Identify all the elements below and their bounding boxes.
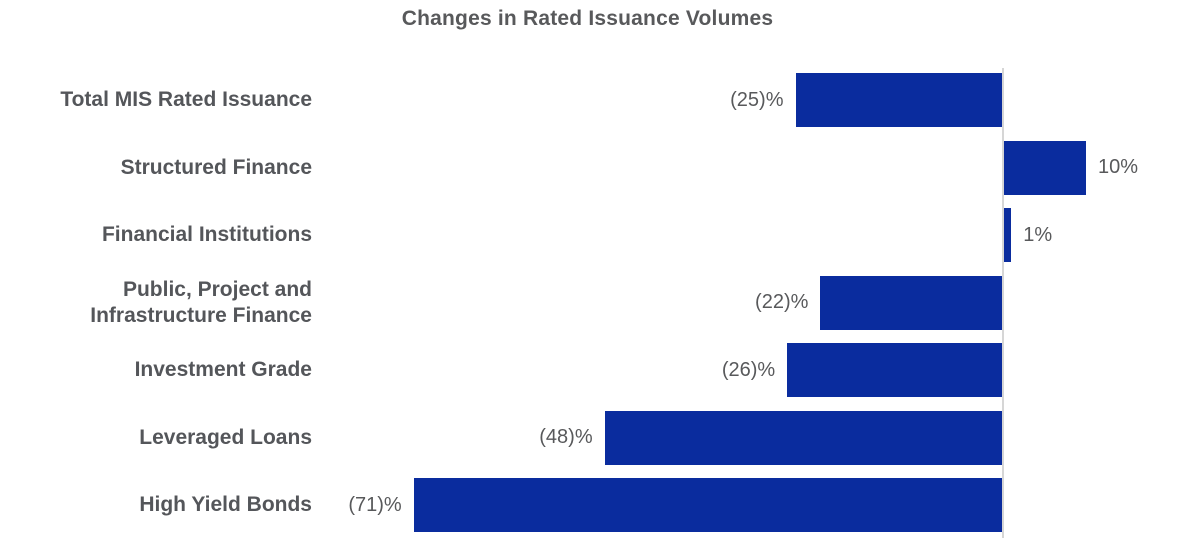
value-label-public-project-and-infrastructure-finance: (22)% [755, 291, 809, 313]
category-label-financial-institutions: Financial Institutions [101, 223, 312, 247]
category-label-total-mis-rated-issuance: Total MIS Rated Issuance [60, 88, 312, 112]
value-label-high-yield-bonds: (71)% [348, 493, 402, 516]
zero-axis-line [1002, 68, 1004, 538]
category-label-high-yield-bonds: High Yield Bonds [139, 493, 312, 517]
chart-title: Changes in Rated Issuance Volumes [401, 7, 774, 30]
bar-total-mis-rated-issuance [795, 73, 1003, 127]
bar-high-yield-bonds [413, 478, 1003, 532]
category-label-leveraged-loans: Leveraged Loans [139, 425, 312, 449]
bar-financial-institutions [1003, 208, 1012, 262]
bar-investment-grade [787, 343, 1003, 397]
category-label-public-project-and-infrastructure-finance: Public, Project and Infrastructure Finan… [90, 277, 312, 327]
value-label-investment-grade: (26)% [721, 358, 776, 381]
bar-structured-finance [1003, 140, 1086, 195]
category-label-structured-finance: Structured Finance [120, 155, 312, 179]
value-label-financial-institutions: 1% [1023, 223, 1053, 246]
bar-leveraged-loans [604, 410, 1003, 465]
category-label-investment-grade: Investment Grade [134, 358, 312, 382]
value-label-structured-finance: 10% [1098, 156, 1139, 178]
value-label-leveraged-loans: (48)% [539, 426, 593, 448]
bar-public-project-and-infrastructure-finance [820, 275, 1003, 330]
value-label-total-mis-rated-issuance: (25)% [730, 88, 784, 111]
